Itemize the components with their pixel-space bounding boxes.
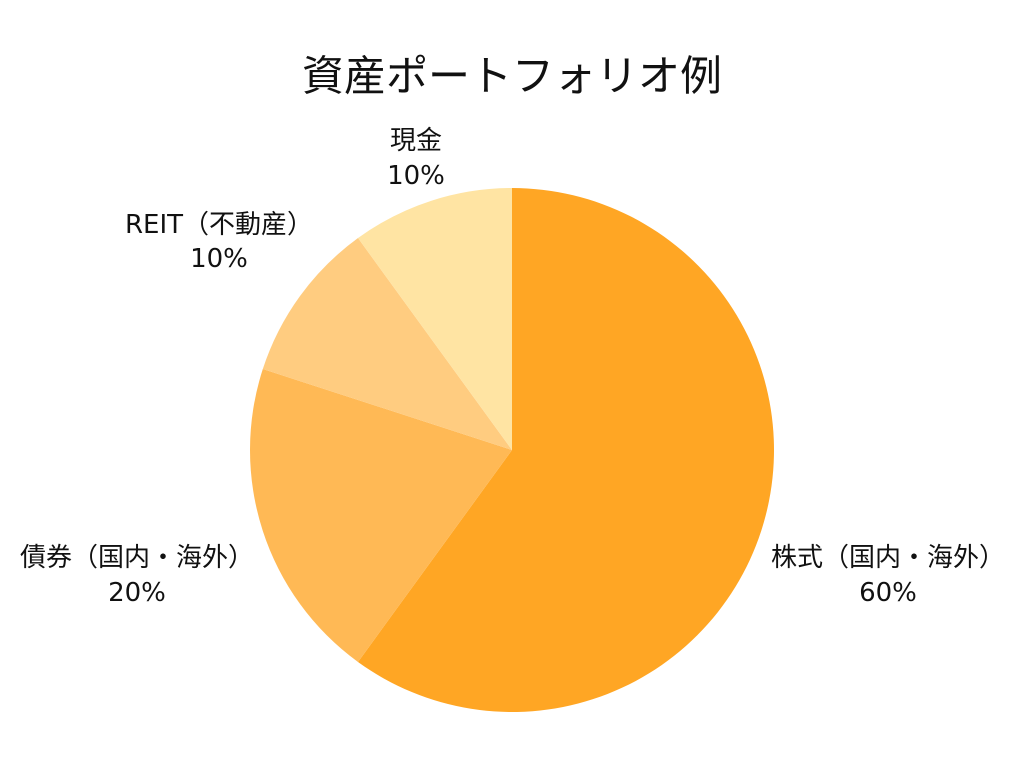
pie-slices	[249, 188, 775, 712]
category-label-stocks: 株式（国内・海外）	[771, 543, 1005, 573]
pie-slice-cash	[358, 188, 512, 450]
percent-label-reit: 10%	[190, 244, 248, 274]
pie-slice-stocks	[358, 188, 775, 712]
percent-label-cash: 10%	[387, 161, 445, 191]
pie-slice-bonds	[249, 369, 512, 662]
percent-label-bonds: 20%	[108, 578, 166, 608]
category-label-cash: 現金	[390, 126, 442, 156]
chart-title: 資産ポートフォリオ例	[302, 52, 722, 101]
percent-label-stocks: 60%	[859, 578, 917, 608]
category-label-bonds: 債券（国内・海外）	[20, 543, 254, 573]
pie-slice-reit	[262, 238, 512, 450]
category-label-reit: REIT（不動産）	[125, 210, 313, 240]
